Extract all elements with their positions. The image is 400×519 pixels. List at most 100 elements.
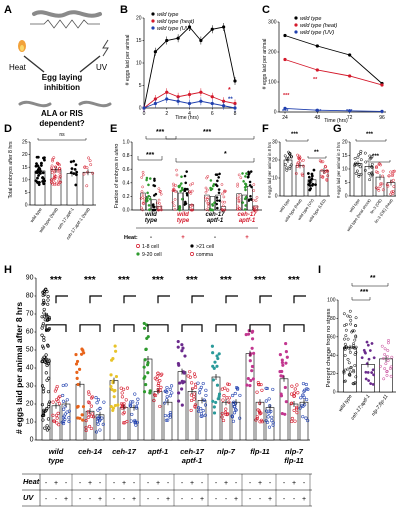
d-dot (58, 173, 62, 177)
h-dot (102, 400, 106, 404)
h-y-tick-label: 90 (26, 275, 34, 282)
f-y-tick-label: 10 (272, 176, 278, 182)
h-dot (155, 375, 159, 379)
e-dot (223, 189, 226, 193)
e-dot (248, 184, 252, 187)
i-dot (385, 370, 389, 374)
e-dot (243, 182, 247, 186)
d-dot (36, 155, 40, 159)
i-dot (348, 373, 352, 376)
f-dot (324, 165, 328, 169)
i-dot (387, 338, 390, 342)
h-dot (164, 389, 168, 393)
h-dot (233, 407, 238, 411)
h-dot (46, 390, 51, 394)
h-dot (303, 388, 307, 392)
h-heat-sign: - (133, 480, 136, 487)
e-dot (222, 195, 226, 199)
i-dot (390, 355, 394, 359)
e-dot (245, 172, 248, 175)
e-dot (252, 208, 256, 212)
h-dot (96, 398, 101, 402)
h-dot (119, 386, 123, 390)
e-group-label: wild (177, 212, 189, 218)
h-dot (163, 401, 167, 405)
h-dot (232, 405, 236, 409)
h-dot (295, 405, 299, 409)
h-star: *** (254, 275, 266, 286)
e-heat-sign: - (214, 235, 216, 241)
h-bracket (79, 324, 101, 332)
d-dot (52, 177, 56, 181)
h-dot (43, 292, 47, 297)
h-uv-sign: - (123, 496, 126, 503)
h-genotype-label: ceh-14 (78, 447, 103, 456)
e-dot (207, 202, 211, 205)
h-uv-sign: - (89, 496, 92, 503)
e-dot (158, 190, 162, 194)
h-bar (187, 391, 197, 441)
i-dot (343, 342, 347, 346)
h-dot (178, 381, 182, 385)
h-dot (215, 383, 220, 387)
h-dot (44, 371, 48, 375)
i-dot (366, 370, 370, 374)
h-dot (183, 354, 187, 358)
h-dot (177, 363, 181, 367)
e-dot (140, 176, 144, 179)
e-dot (244, 184, 248, 188)
d-dot (58, 163, 61, 167)
h-dot (260, 420, 264, 424)
d-dot (57, 179, 61, 183)
e-dot (250, 185, 253, 189)
h-dot (203, 413, 207, 417)
e-star-3: * (224, 151, 227, 158)
panel-c-plot: 0 100 200 300 24 48 72 96 (268, 20, 386, 121)
b-point (165, 97, 169, 101)
h-star: *** (50, 275, 62, 286)
h-dot (113, 344, 117, 348)
i-dot (389, 374, 393, 378)
i-dot (351, 329, 355, 333)
h-dot (133, 421, 137, 425)
h-dot (100, 416, 104, 420)
f-dot (294, 172, 298, 175)
h-dot (84, 428, 88, 433)
h-star: *** (220, 275, 232, 286)
h-dot (55, 413, 59, 417)
h-heat-sign: - (113, 480, 116, 487)
h-dot (170, 391, 174, 395)
h-dot (122, 410, 126, 415)
h-dot (42, 298, 46, 302)
h-dot (98, 406, 102, 410)
h-dot (87, 390, 91, 394)
h-dot (133, 392, 137, 396)
f-dot (289, 163, 293, 167)
i-dot (369, 382, 373, 386)
e-dot (159, 205, 163, 208)
d-y-tick-label: 10 (22, 177, 28, 183)
h-dot (260, 388, 264, 392)
c-point (283, 57, 287, 62)
h-heat-sign: + (88, 480, 92, 487)
d-dot (53, 181, 57, 185)
g-y-tick-label: 10 (342, 167, 348, 173)
i-dot (386, 359, 390, 363)
e-dot (180, 175, 183, 179)
i-dot (350, 345, 354, 349)
h-dot (196, 409, 201, 413)
h-dot (112, 389, 116, 393)
e-dot (254, 199, 258, 202)
h-dot (152, 393, 157, 397)
e-dot (147, 204, 151, 207)
e-group-label: ceh-17 (237, 212, 257, 218)
e-dot (157, 198, 161, 202)
h-dot (133, 418, 137, 422)
e-dot (217, 188, 221, 191)
f-dot (297, 164, 301, 168)
e-dot (241, 201, 245, 204)
e-dot (214, 173, 218, 176)
i-dot (346, 337, 350, 341)
h-bracket (259, 295, 272, 304)
